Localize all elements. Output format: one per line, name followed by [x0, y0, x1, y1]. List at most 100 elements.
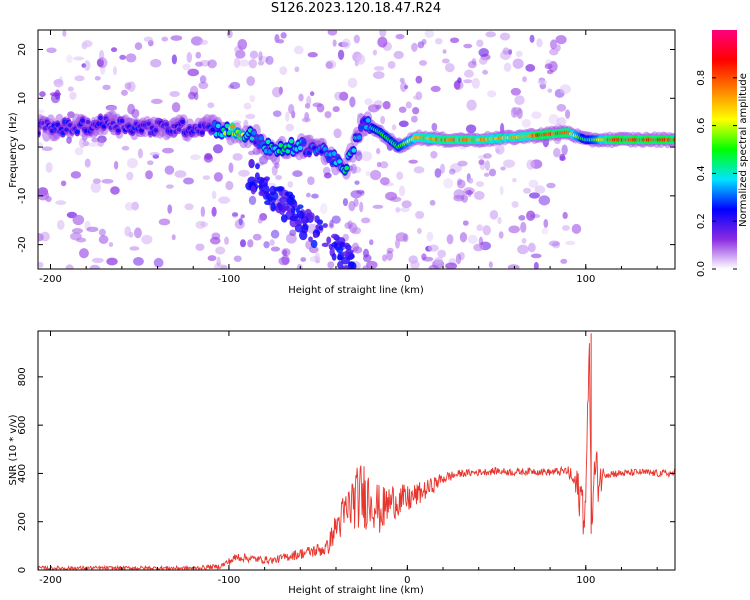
heatmap-noise-cell — [327, 30, 338, 36]
heatmap-noise-cell — [571, 223, 582, 234]
heatmap-noise-cell — [332, 39, 337, 47]
heatmap-branch-cell — [264, 176, 271, 181]
heatmap-noise-cell — [444, 63, 455, 73]
heatmap-x-tick-label: 100 — [576, 274, 595, 285]
heatmap-noise-cell — [512, 107, 522, 115]
heatmap-branch-cell — [308, 236, 313, 242]
heatmap-noise-cell — [488, 168, 497, 177]
heatmap-noise-cell — [171, 54, 177, 65]
heatmap-noise-cell — [97, 135, 107, 143]
heatmap-noise-cell — [211, 190, 217, 200]
heatmap-noise-cell — [331, 215, 341, 224]
snr-x-tick-label: 0 — [404, 575, 410, 586]
heatmap-ridge-core — [337, 159, 342, 164]
heatmap-noise-cell — [233, 255, 242, 262]
heatmap-noise-cell — [467, 234, 478, 245]
snr-x-tick-label: -100 — [218, 575, 241, 586]
heatmap-noise-cell — [507, 264, 520, 269]
heatmap-ridge-core — [344, 165, 350, 171]
heatmap-noise-cell — [120, 89, 128, 96]
heatmap-noise-cell — [207, 59, 217, 69]
heatmap-ridge-core — [80, 118, 86, 123]
heatmap-noise-cell — [91, 257, 104, 264]
heatmap-noise-cell — [339, 91, 349, 101]
heatmap-branch-cell — [279, 196, 288, 204]
heatmap-ridge-core — [356, 135, 362, 140]
heatmap-noise-cell — [415, 75, 423, 84]
heatmap-noise-cell — [306, 95, 312, 106]
heatmap-noise-cell — [565, 109, 571, 119]
heatmap-noise-cell — [84, 158, 91, 168]
heatmap-noise-cell — [467, 189, 472, 198]
heatmap-noise-cell — [457, 77, 462, 84]
heatmap-noise-cell — [556, 117, 567, 127]
heatmap-noise-cell — [105, 104, 117, 111]
heatmap-noise-cell — [232, 153, 243, 161]
heatmap-noise-cell — [372, 204, 384, 209]
heatmap-noise-cell — [195, 220, 206, 229]
heatmap-noise-cell — [411, 42, 418, 52]
heatmap-noise-cell — [456, 179, 466, 189]
heatmap-noise-cell — [220, 264, 228, 269]
heatmap-noise-cell — [419, 60, 428, 66]
snr-y-tick-label: 800 — [17, 367, 28, 386]
heatmap-noise-cell — [399, 206, 410, 213]
heatmap-noise-cell — [421, 253, 427, 260]
heatmap-noise-cell — [213, 262, 223, 269]
heatmap-noise-cell — [55, 200, 67, 206]
heatmap-noise-cell — [247, 239, 254, 248]
heatmap-noise-cell — [309, 256, 321, 263]
heatmap-noise-cell — [74, 75, 85, 82]
heatmap-noise-cell — [396, 171, 404, 181]
heatmap-noise-cell — [424, 30, 435, 38]
heatmap-noise-cell — [520, 221, 527, 233]
heatmap-noise-cell — [46, 47, 57, 54]
heatmap-noise-cell — [405, 101, 412, 109]
heatmap-noise-cell — [190, 36, 203, 46]
heatmap-ridge-core — [258, 136, 264, 141]
heatmap-noise-cell — [280, 32, 287, 39]
heatmap-noise-cell — [377, 36, 388, 48]
heatmap-noise-cell — [132, 256, 144, 266]
heatmap-noise-cell — [307, 52, 318, 58]
heatmap-x-tick-label: -100 — [218, 274, 241, 285]
heatmap-noise-cell — [110, 47, 118, 53]
heatmap-noise-cell — [471, 77, 480, 89]
heatmap-noise-cell — [101, 178, 114, 184]
heatmap-branch-cell — [270, 201, 276, 212]
heatmap-branch-cell — [294, 224, 304, 233]
heatmap-noise-cell — [228, 162, 234, 173]
heatmap-noise-cell — [121, 145, 130, 151]
heatmap-noise-cell — [333, 128, 342, 139]
heatmap-noise-cell — [499, 32, 511, 41]
heatmap-ridge-core — [265, 139, 271, 145]
heatmap-noise-cell — [531, 111, 542, 119]
heatmap-noise-cell — [428, 264, 439, 269]
heatmap-noise-cell — [202, 175, 211, 180]
heatmap-noise-cell — [308, 246, 319, 254]
heatmap-noise-cell — [45, 162, 53, 173]
heatmap-noise-cell — [369, 239, 374, 246]
heatmap-noise-cell — [398, 185, 406, 197]
heatmap-noise-cell — [66, 54, 73, 64]
heatmap-noise-cell — [128, 231, 134, 238]
heatmap-noise-cell — [87, 142, 100, 147]
heatmap-noise-cell — [529, 192, 540, 199]
heatmap-noise-cell — [171, 234, 176, 241]
heatmap-noise-cell — [281, 254, 290, 265]
heatmap-noise-cell — [508, 225, 520, 234]
heatmap-noise-cell — [362, 265, 369, 269]
heatmap-noise-cell — [226, 30, 233, 39]
heatmap-noise-cell — [548, 240, 560, 247]
heatmap-noise-cell — [449, 37, 460, 44]
heatmap-branch-cell — [269, 185, 277, 196]
heatmap-ridge-core — [74, 129, 80, 135]
heatmap-noise-cell — [349, 96, 356, 108]
heatmap-branch-cell — [284, 191, 294, 197]
snr-x-tick-label: 100 — [576, 575, 595, 586]
heatmap-noise-cell — [119, 54, 127, 60]
heatmap-noise-cell — [287, 181, 294, 188]
heatmap-noise-cell — [521, 237, 527, 244]
heatmap-marks — [38, 30, 675, 269]
snr-x-tick-label: -200 — [39, 575, 62, 586]
